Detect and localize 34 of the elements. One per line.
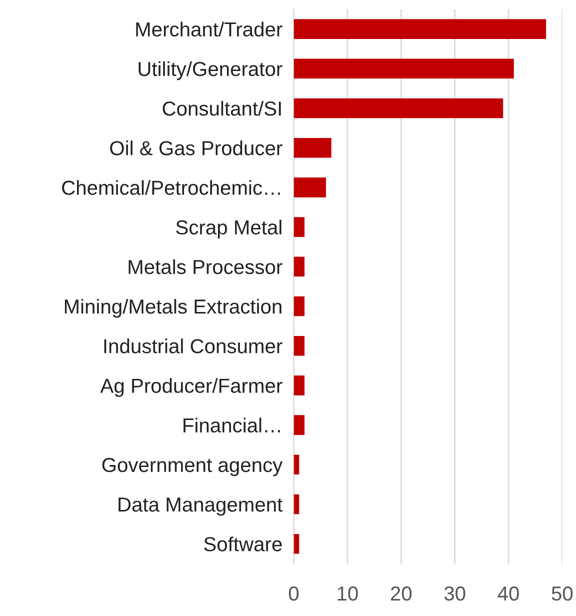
bar [294,58,514,79]
y-tick-label: Merchant/Trader [136,22,282,37]
x-tick-label: 0 [288,586,299,601]
bar [294,256,304,277]
bar [294,454,300,475]
x-tick-label: 30 [444,586,466,601]
y-tick-label: Chemical/Petrochemic… [62,180,280,195]
bar [294,296,304,316]
y-tick-label: Industrial Consumer [104,338,282,354]
bar [294,534,300,554]
x-tick-label: 40 [498,586,519,601]
bar [294,19,546,39]
y-tick-label: Consultant/SI [162,100,281,116]
bar [294,138,332,158]
x-tick-label: 20 [390,586,412,601]
bar [294,217,304,237]
y-tick-label: Scrap Metal [176,220,282,239]
y-tick-label: Software [204,536,282,552]
y-tick-label: Utility/Generator [138,61,282,80]
bar [294,376,304,396]
y-tick-label: Mining/Metals Extraction [64,298,282,318]
x-tick-label: 10 [338,586,358,601]
bar [294,98,504,118]
y-tick-label: Metals Processor [128,259,282,274]
bar [294,336,304,356]
x-tick-label: 50 [552,586,573,601]
y-tick-label: Data Management [118,498,283,516]
y-tick-label: Financial… [184,418,280,433]
bar [294,415,304,435]
y-tick-label: Government agency [102,458,283,476]
bar [294,178,326,198]
y-tick-label: Ag Producer/Farmer [100,378,282,397]
bar [294,494,300,514]
y-tick-label: Oil & Gas Producer [110,140,282,156]
